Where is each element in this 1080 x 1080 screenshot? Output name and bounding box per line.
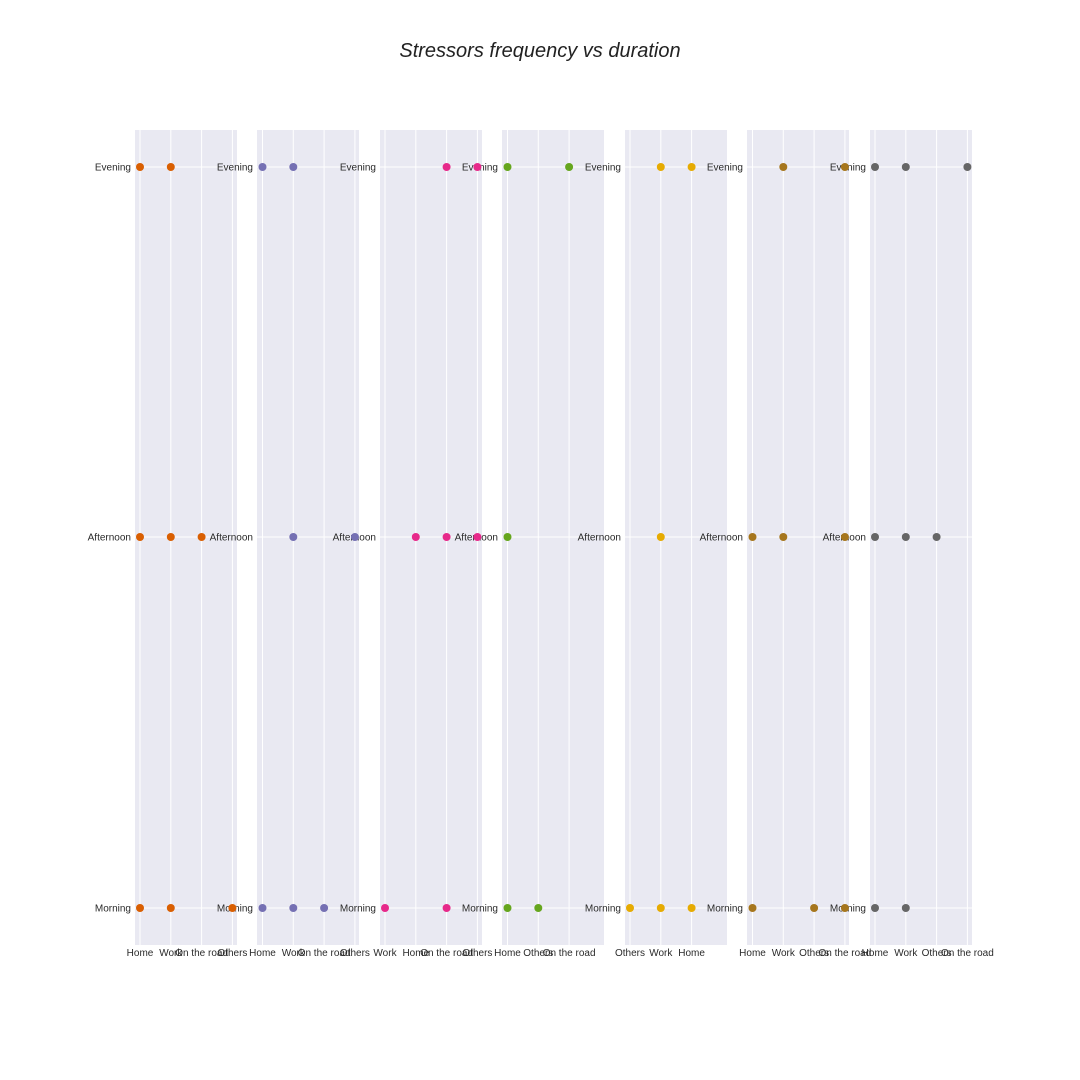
x-tick-label: On the road xyxy=(175,948,228,959)
x-tick-label: Home xyxy=(402,948,429,959)
x-tick-label: On the road xyxy=(298,948,351,959)
y-tick-label: Morning xyxy=(462,904,498,915)
x-tick-label: Home xyxy=(862,948,889,959)
data-point-panel-6 xyxy=(840,163,849,171)
y-tick-label: Morning xyxy=(95,904,131,915)
y-tick-label: Evening xyxy=(585,163,621,174)
y-tick-label: Evening xyxy=(217,163,253,174)
data-point-panel-6 xyxy=(779,163,788,171)
data-point-panel-6 xyxy=(840,533,849,541)
x-tick-label: Home xyxy=(127,948,154,959)
data-point-panel-5 xyxy=(687,904,696,912)
data-point-panel-6 xyxy=(748,533,757,541)
data-point-panel-3 xyxy=(381,904,389,912)
data-point-panel-1 xyxy=(166,163,175,171)
x-tick-label: Work xyxy=(649,948,673,959)
x-tick-label: Work xyxy=(772,948,796,959)
x-tick-label: Home xyxy=(494,948,521,959)
x-tick-label: Others xyxy=(799,948,829,959)
data-point-panel-2 xyxy=(289,904,298,912)
data-point-panel-2 xyxy=(289,163,298,171)
x-tick-label: Work xyxy=(373,948,397,959)
x-tick-label: Work xyxy=(894,948,918,959)
data-point-panel-7 xyxy=(901,904,910,912)
x-tick-label: Work xyxy=(159,948,183,959)
data-point-panel-3 xyxy=(442,904,451,912)
data-point-panel-6 xyxy=(840,904,849,912)
y-tick-label: Evening xyxy=(95,163,131,174)
y-tick-label: Afternoon xyxy=(210,533,253,544)
data-point-panel-3 xyxy=(473,533,482,541)
x-tick-label: On the road xyxy=(543,948,596,959)
data-point-panel-7 xyxy=(901,533,910,541)
data-point-panel-5 xyxy=(656,904,665,912)
y-tick-label: Morning xyxy=(340,904,376,915)
data-point-panel-2 xyxy=(258,904,267,912)
data-point-panel-5 xyxy=(687,163,696,171)
data-point-panel-1 xyxy=(136,163,144,171)
data-point-panel-4 xyxy=(503,163,512,171)
data-point-panel-6 xyxy=(810,904,819,912)
x-tick-label: Home xyxy=(739,948,766,959)
data-point-panel-1 xyxy=(136,904,144,912)
y-tick-label: Morning xyxy=(707,904,743,915)
data-point-panel-3 xyxy=(442,533,451,541)
data-point-panel-7 xyxy=(871,533,879,541)
data-point-panel-1 xyxy=(228,904,237,912)
data-point-panel-7 xyxy=(901,163,910,171)
data-point-panel-2 xyxy=(320,904,329,912)
data-point-panel-3 xyxy=(442,163,451,171)
x-tick-label: Home xyxy=(678,948,705,959)
data-point-panel-7 xyxy=(871,163,879,171)
data-point-panel-4 xyxy=(503,533,512,541)
x-tick-label: Others xyxy=(922,948,952,959)
x-tick-label: Others xyxy=(340,948,370,959)
data-point-panel-5 xyxy=(656,163,665,171)
y-tick-label: Afternoon xyxy=(700,533,743,544)
y-tick-label: Evening xyxy=(707,163,743,174)
y-tick-label: Afternoon xyxy=(88,533,131,544)
x-tick-label: Others xyxy=(523,948,553,959)
x-tick-label: On the road xyxy=(941,948,994,959)
x-tick-label: Home xyxy=(249,948,276,959)
y-tick-label: Evening xyxy=(340,163,376,174)
data-point-panel-1 xyxy=(166,533,175,541)
data-point-panel-1 xyxy=(197,533,206,541)
data-point-panel-4 xyxy=(503,904,512,912)
data-point-panel-4 xyxy=(534,904,543,912)
data-point-panel-3 xyxy=(411,533,420,541)
x-tick-label: Others xyxy=(217,948,247,959)
x-tick-label: On the road xyxy=(818,948,871,959)
x-tick-label: Work xyxy=(282,948,306,959)
data-point-panel-2 xyxy=(258,163,267,171)
data-point-panel-2 xyxy=(289,533,298,541)
data-point-panel-7 xyxy=(963,163,972,171)
y-tick-label: Morning xyxy=(585,904,621,915)
x-tick-label: Others xyxy=(615,948,645,959)
data-point-panel-4 xyxy=(565,163,574,171)
data-point-panel-5 xyxy=(626,904,634,912)
data-point-panel-2 xyxy=(350,533,359,541)
data-point-panel-1 xyxy=(136,533,144,541)
y-tick-label: Afternoon xyxy=(578,533,621,544)
data-point-panel-7 xyxy=(932,533,941,541)
data-point-panel-5 xyxy=(656,533,665,541)
data-point-panel-1 xyxy=(166,904,175,912)
x-tick-label: Others xyxy=(462,948,492,959)
data-point-panel-6 xyxy=(748,904,757,912)
x-tick-label: On the road xyxy=(420,948,473,959)
chart-title: Stressors frequency vs duration xyxy=(399,40,681,62)
data-point-panel-3 xyxy=(473,163,482,171)
data-point-panel-6 xyxy=(779,533,788,541)
data-point-panel-7 xyxy=(871,904,879,912)
